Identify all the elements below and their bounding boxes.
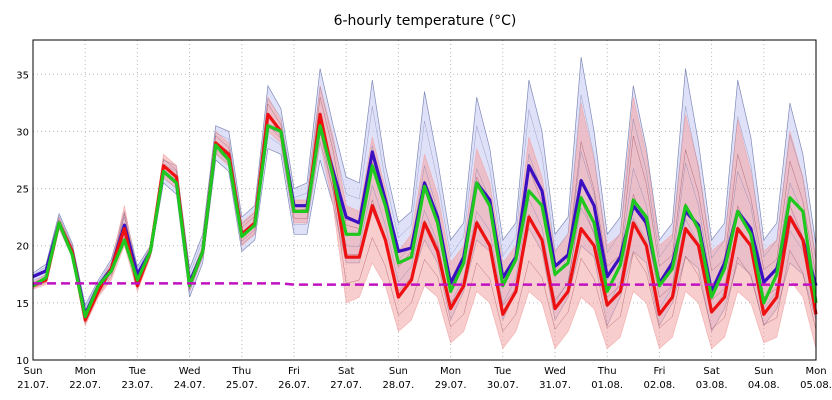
x-tick-date: 01.08.	[591, 380, 623, 391]
x-tick-day: Sun	[23, 366, 42, 377]
y-tick-label: 25	[16, 185, 29, 196]
x-tick-date: 24.07.	[174, 380, 206, 391]
x-tick-date: 26.07.	[278, 380, 310, 391]
x-tick-date: 22.07.	[69, 380, 101, 391]
x-tick-day: Sun	[754, 366, 773, 377]
x-tick-date: 27.07.	[330, 380, 362, 391]
x-tick-date: 31.07.	[539, 380, 571, 391]
x-tick-date: 04.08.	[748, 380, 780, 391]
x-tick-day: Sun	[389, 366, 408, 377]
x-tick-date: 30.07.	[487, 380, 519, 391]
x-tick-date: 02.08.	[643, 380, 675, 391]
x-tick-day: Wed	[179, 366, 201, 377]
x-tick-date: 28.07.	[382, 380, 414, 391]
plot-frame	[32, 39, 817, 361]
chart-title: 6-hourly temperature (°C)	[334, 13, 517, 29]
x-tick-day: Fri	[288, 366, 300, 377]
y-tick-label: 35	[16, 70, 29, 81]
climate-line	[33, 282, 816, 286]
x-tick-day: Wed	[544, 366, 566, 377]
x-tick-date: 25.07.	[226, 380, 258, 391]
x-tick-day: Fri	[653, 366, 665, 377]
spread-bands	[32, 57, 817, 350]
x-tick-day: Sat	[703, 366, 719, 377]
y-tick-label: 15	[16, 299, 29, 310]
x-tick-date: 05.08.	[800, 380, 832, 391]
x-tick-day: Thu	[597, 366, 617, 377]
x-tick-day: Mon	[75, 366, 96, 377]
x-tick-day: Sat	[338, 366, 354, 377]
x-axis-ticks: Sun 21.07. Mon 22.07. Tue 23.07. Wed 24.07. Thu 2…	[17, 366, 832, 391]
x-tick-date: 21.07.	[17, 380, 49, 391]
x-tick-date: 03.08.	[696, 380, 728, 391]
y-tick-label: 30	[16, 127, 29, 138]
y-tick-label: 10	[16, 356, 29, 367]
x-tick-day: Mon	[440, 366, 461, 377]
green-mean-line	[32, 124, 818, 319]
y-axis-ticks: 10 15 20 25 30 35	[16, 70, 29, 367]
red-mean-line	[32, 112, 818, 322]
x-tick-day: Tue	[493, 366, 511, 377]
x-tick-day: Thu	[231, 366, 251, 377]
x-tick-day: Mon	[805, 366, 826, 377]
y-tick-label: 20	[16, 242, 29, 253]
x-tick-date: 23.07.	[121, 380, 153, 391]
x-tick-date: 29.07.	[435, 380, 467, 391]
red-member-line	[32, 97, 817, 318]
x-tick-day: Tue	[128, 366, 146, 377]
mean-lines	[32, 112, 818, 322]
